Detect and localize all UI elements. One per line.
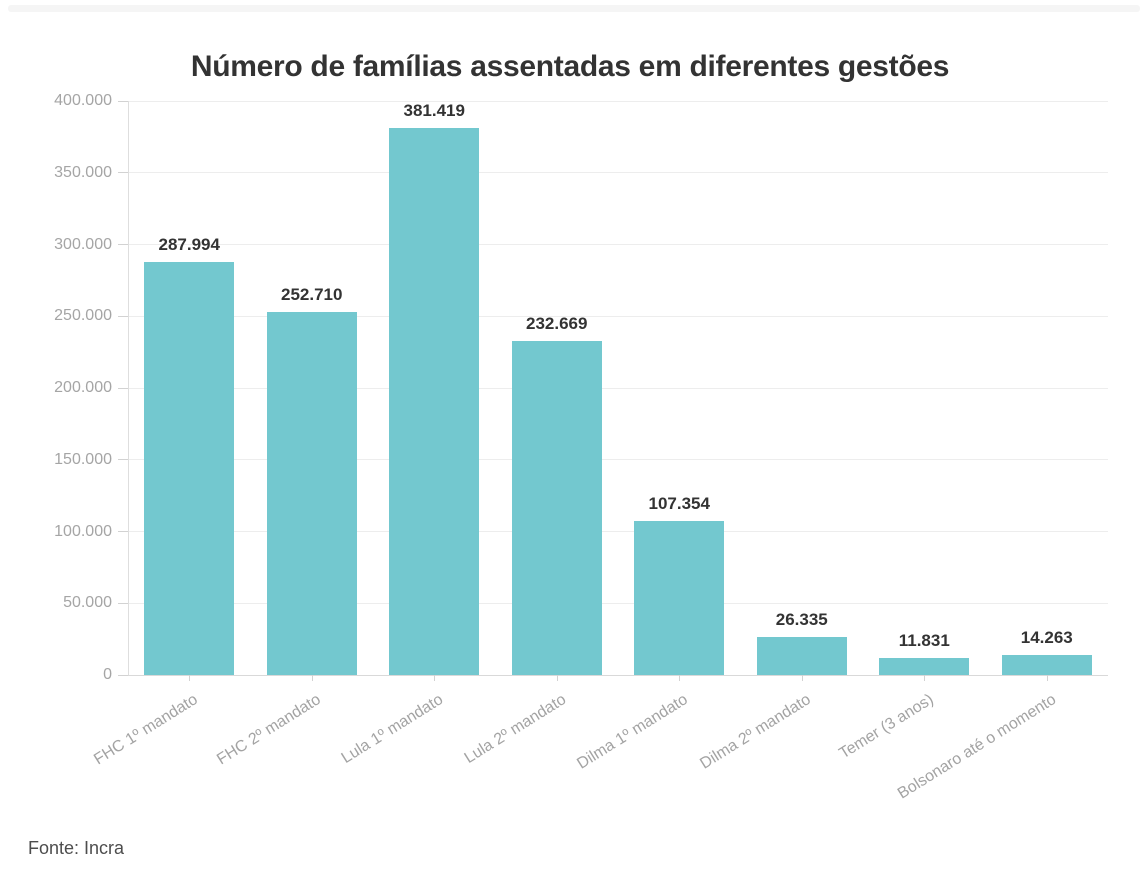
y-axis-tick	[118, 172, 128, 174]
y-axis-tick-label: 200.000	[54, 379, 112, 396]
y-axis-tick	[118, 674, 128, 676]
y-axis-tick-label: 300.000	[54, 235, 112, 253]
x-axis-category-label: FHC 2º mandato	[214, 691, 324, 769]
y-axis-tick-label: 0	[103, 666, 112, 683]
bar-value-label: 14.263	[1020, 627, 1073, 647]
y-axis-tick	[118, 531, 128, 532]
y-axis-tick	[118, 244, 128, 245]
y-axis-tick	[118, 459, 128, 461]
bar	[144, 261, 235, 675]
bar	[756, 637, 847, 675]
y-axis-tick	[118, 602, 128, 604]
y-axis-tick	[118, 100, 128, 102]
y-axis-tick-label: 400.000	[54, 92, 112, 109]
y-axis-tick-label: 350.000	[54, 163, 112, 181]
x-axis-tick	[924, 675, 926, 681]
chart-title: Número de famílias assentadas em diferen…	[190, 50, 950, 84]
bar	[389, 127, 480, 675]
x-axis-tick	[434, 675, 436, 681]
gridline	[128, 602, 1108, 604]
bar	[879, 658, 970, 675]
y-axis-tick	[118, 315, 128, 317]
x-axis-category-label: FHC 1º mandato	[91, 691, 202, 769]
x-axis-tick	[679, 675, 681, 681]
bar-value-label: 287.994	[158, 234, 220, 254]
x-axis-category-label: Dilma 2º mandato	[697, 691, 814, 773]
bar-value-label: 11.831	[898, 631, 950, 651]
bar-value-label: 252.710	[281, 285, 343, 305]
bar-value-label: 381.419	[403, 100, 465, 120]
bar	[634, 520, 725, 675]
y-axis-tick-label: 250.000	[54, 307, 112, 325]
bar-value-label: 107.354	[648, 493, 710, 513]
gridline	[128, 172, 1108, 174]
y-axis-tick-label: 50.000	[63, 594, 112, 612]
y-axis-tick	[118, 387, 128, 389]
x-axis-tick	[311, 675, 313, 681]
x-axis-tick	[1046, 675, 1048, 681]
x-axis-category-label: Lula 1º mandato	[338, 691, 447, 767]
x-axis-category-label: Temer (3 anos)	[836, 691, 937, 763]
bar	[511, 341, 602, 675]
top-border-strip	[8, 5, 1140, 12]
x-axis-category-label: Lula 2º mandato	[461, 691, 569, 767]
bar-value-label: 26.335	[775, 610, 828, 630]
x-axis-tick	[556, 675, 558, 681]
bar	[266, 312, 357, 675]
source-note: Fonte: Incra	[28, 838, 125, 858]
y-axis-tick-label: 150.000	[54, 450, 112, 468]
y-axis-line	[128, 101, 129, 675]
bar-value-label: 232.669	[526, 314, 588, 334]
x-axis-tick	[801, 675, 803, 681]
gridline	[128, 244, 1108, 245]
x-axis-tick	[189, 675, 191, 681]
gridline	[128, 100, 1108, 102]
x-axis-category-label: Dilma 1º mandato	[574, 691, 692, 773]
gridline	[128, 315, 1108, 317]
gridline	[128, 674, 1108, 676]
bar	[1001, 654, 1092, 675]
gridline	[128, 531, 1108, 532]
y-axis-tick-label: 100.000	[54, 522, 112, 540]
gridline	[128, 459, 1108, 461]
gridline	[128, 387, 1108, 389]
